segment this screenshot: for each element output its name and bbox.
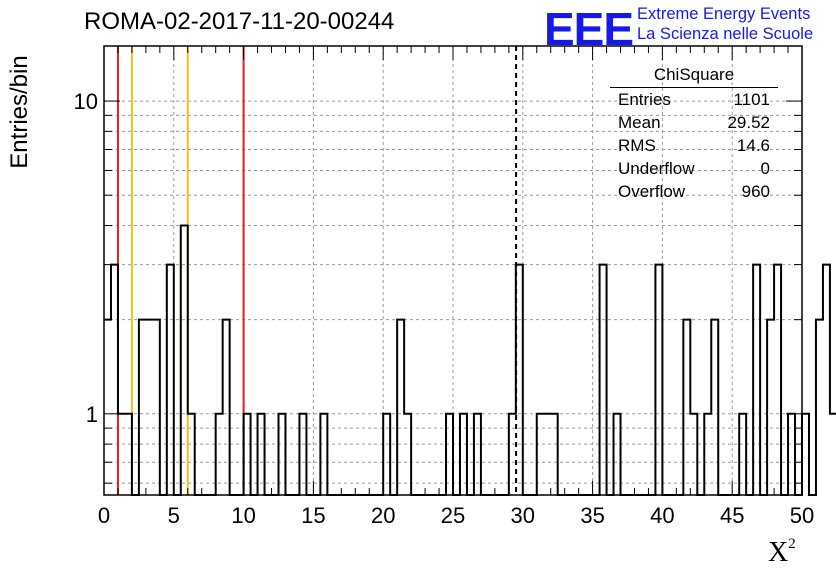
stats-row-entries: Entries 1101 bbox=[610, 88, 778, 111]
x-axis-label-superscript: 2 bbox=[788, 536, 796, 552]
histogram-bin bbox=[181, 226, 188, 495]
histogram-bin bbox=[188, 414, 195, 495]
stats-label: Underflow bbox=[618, 159, 695, 178]
stats-row-overflow: Overflow 960 bbox=[610, 180, 778, 203]
stats-value: 0 bbox=[760, 159, 770, 178]
stats-label: Entries bbox=[618, 90, 671, 109]
chart-title: ROMA-02-2017-11-20-00244 bbox=[84, 8, 395, 35]
histogram-bin bbox=[167, 265, 174, 495]
histogram-bin bbox=[830, 414, 836, 495]
histogram-bin bbox=[711, 320, 718, 495]
histogram-bin bbox=[823, 265, 830, 495]
histogram-bin bbox=[404, 414, 411, 495]
x-axis-label: X2 bbox=[768, 536, 796, 569]
x-tick-label: 0 bbox=[98, 503, 110, 528]
stats-label: Mean bbox=[618, 113, 661, 132]
x-tick-label: 45 bbox=[720, 503, 744, 528]
histogram-bin bbox=[139, 320, 146, 495]
histogram-bin bbox=[320, 414, 327, 495]
histogram-bin bbox=[537, 414, 544, 495]
x-tick-label: 35 bbox=[580, 503, 604, 528]
y-tick-label: 10 bbox=[74, 89, 98, 114]
logo-caption-line2: La Scienza nelle Scuole bbox=[637, 25, 814, 43]
histogram-bin bbox=[788, 414, 795, 495]
histogram-bin bbox=[216, 414, 223, 495]
histogram-bin bbox=[397, 320, 404, 495]
histogram-bin bbox=[104, 320, 111, 495]
stats-value: 960 bbox=[741, 182, 770, 201]
histogram-bin bbox=[600, 265, 607, 495]
stats-label: Overflow bbox=[618, 182, 686, 201]
histogram-bin bbox=[655, 265, 662, 495]
stats-row-rms: RMS 14.6 bbox=[610, 134, 778, 157]
x-tick-label: 20 bbox=[371, 503, 395, 528]
histogram-bin bbox=[774, 265, 781, 495]
x-tick-label: 5 bbox=[168, 503, 180, 528]
histogram-bin bbox=[223, 320, 230, 495]
histogram-bin bbox=[153, 320, 160, 495]
histogram-bin bbox=[383, 414, 390, 495]
histogram-bin bbox=[704, 414, 711, 495]
histogram-bin bbox=[299, 414, 306, 495]
x-axis-label-text: X bbox=[768, 537, 789, 568]
stats-label: RMS bbox=[618, 136, 656, 155]
histogram-bin bbox=[753, 265, 760, 495]
axes bbox=[103, 45, 803, 496]
x-tick-label: 25 bbox=[441, 503, 465, 528]
x-tick-label: 30 bbox=[511, 503, 535, 528]
stats-box: ChiSquare Entries 1101 Mean 29.52 RMS 14.6 … bbox=[610, 64, 778, 203]
histogram-bin bbox=[125, 414, 132, 495]
stats-value: 1101 bbox=[733, 90, 770, 109]
y-axis-label: Entries/bin bbox=[6, 55, 33, 169]
x-tick-label: 15 bbox=[301, 503, 325, 528]
histogram-bin bbox=[279, 414, 286, 495]
histogram-bin bbox=[509, 414, 516, 495]
histogram-bin bbox=[146, 320, 153, 495]
histogram-bin bbox=[446, 414, 453, 495]
logo-caption: Extreme Energy Events La Scienza nelle S… bbox=[637, 4, 813, 44]
stats-title: ChiSquare bbox=[610, 64, 778, 88]
histogram-bin bbox=[767, 320, 774, 495]
histogram-bin bbox=[690, 414, 697, 495]
histogram-bin bbox=[460, 414, 467, 495]
histogram-bin bbox=[739, 414, 746, 495]
stats-value: 29.52 bbox=[727, 113, 770, 132]
histogram-bin bbox=[244, 414, 251, 495]
stats-value: 14.6 bbox=[736, 136, 770, 155]
x-tick-label: 50 bbox=[790, 503, 814, 528]
tick-labels: 0 5 10 15 20 25 30 35 40 45 50 1 10 bbox=[74, 89, 815, 528]
histogram-bin bbox=[802, 414, 809, 495]
histogram-bin bbox=[118, 414, 125, 495]
histogram-bin bbox=[614, 414, 621, 495]
histogram-bin bbox=[111, 265, 118, 495]
histogram-bin bbox=[544, 414, 551, 495]
histogram-bin bbox=[516, 265, 523, 495]
logo-caption-line1: Extreme Energy Events bbox=[637, 5, 811, 23]
stats-row-mean: Mean 29.52 bbox=[610, 111, 778, 134]
y-tick-label: 1 bbox=[86, 402, 98, 427]
histogram-bin bbox=[474, 414, 481, 495]
histogram-bin bbox=[816, 320, 823, 495]
histogram-bin bbox=[683, 320, 690, 495]
histogram-bin bbox=[551, 414, 558, 495]
eee-logo: EEE bbox=[544, 3, 634, 55]
x-tick-label: 10 bbox=[231, 503, 255, 528]
histogram-bin bbox=[258, 414, 265, 495]
x-tick-label: 40 bbox=[650, 503, 674, 528]
stats-row-underflow: Underflow 0 bbox=[610, 157, 778, 180]
